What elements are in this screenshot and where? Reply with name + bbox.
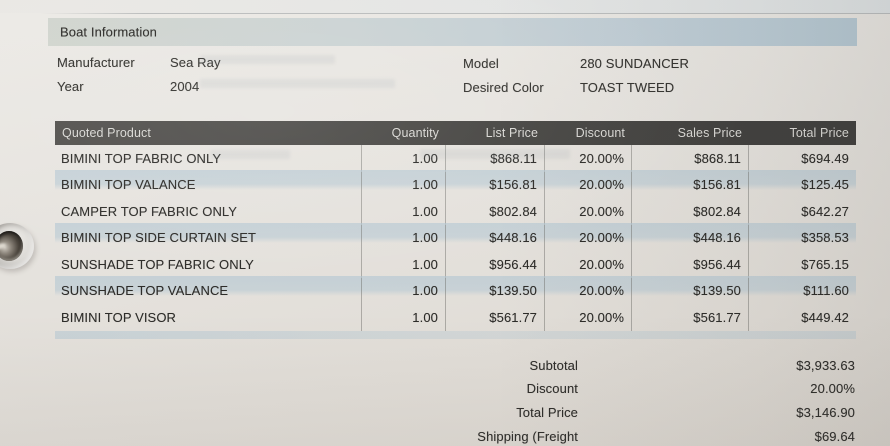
shipping-label: Shipping (Freight [477, 429, 578, 444]
cell-sales-price: $156.81 [632, 171, 749, 198]
cell-discount: 20.00% [545, 145, 632, 172]
section-title: Boat Information [60, 24, 157, 40]
cell-quantity: 1.00 [362, 251, 446, 278]
cell-list-price: $802.84 [446, 198, 545, 225]
header-discount: Discount [575, 126, 625, 140]
summary-row-discount: Discount 20.00% [0, 381, 890, 398]
cell-list-price: $156.81 [446, 171, 545, 198]
discount-value: 20.00% [810, 381, 855, 396]
cell-total-price: $642.27 [801, 203, 849, 219]
cell-list-price: $956.44 [446, 251, 545, 278]
total-price-label: Total Price [516, 405, 578, 420]
table-row: CAMPER TOP FABRIC ONLY 1.00 $802.84 20.0… [55, 198, 856, 225]
cell-sales-price: $868.11 [632, 145, 749, 172]
binding-grommet [0, 223, 34, 269]
header-total-price: Total Price [789, 126, 849, 140]
cell-sales-price: $561.77 [632, 304, 749, 331]
cell-sales-price: $956.44 [632, 251, 749, 278]
cell-sales-price: $802.84 [632, 198, 749, 225]
table-row: BIMINI TOP FABRIC ONLY 1.00 $868.11 20.0… [55, 145, 856, 172]
table-row: SUNSHADE TOP VALANCE 1.00 $139.50 20.00%… [55, 275, 856, 304]
summary-row-shipping: Shipping (Freight $69.64 [0, 429, 890, 446]
cell-list-price: $561.77 [446, 304, 545, 331]
header-quantity: Quantity [391, 126, 439, 140]
cell-discount: 20.00% [545, 224, 632, 251]
desired-color-label: Desired Color [463, 80, 544, 95]
total-price-value: $3,146.90 [796, 405, 855, 420]
quoted-products-table: Quoted Product Quantity List Price Disco… [55, 121, 856, 339]
cell-list-price: $139.50 [446, 277, 545, 304]
year-label: Year [57, 79, 84, 94]
cell-total-price: $358.53 [801, 230, 849, 246]
cell-quantity: 1.00 [362, 171, 446, 198]
subtotal-label: Subtotal [529, 358, 578, 373]
header-quoted-product: Quoted Product [62, 126, 151, 140]
cell-discount: 20.00% [545, 171, 632, 198]
cell-sales-price: $139.50 [632, 277, 749, 304]
cell-sales-price: $448.16 [632, 224, 749, 251]
cell-quantity: 1.00 [362, 277, 446, 304]
photo-surface-edge [0, 0, 890, 13]
model-label: Model [463, 56, 499, 71]
ink-bleed-artifact [210, 150, 290, 159]
cell-quantity: 1.00 [362, 224, 446, 251]
cell-total-price: $694.49 [801, 150, 849, 166]
ink-bleed-artifact [200, 79, 395, 88]
cell-list-price: $868.11 [446, 145, 545, 172]
table-row: BIMINI TOP SIDE CURTAIN SET 1.00 $448.16… [55, 222, 856, 251]
summary-row-total-price: Total Price $3,146.90 [0, 405, 890, 422]
header-sales-price: Sales Price [677, 126, 742, 140]
cell-product: SUNSHADE TOP FABRIC ONLY [55, 251, 362, 278]
cell-product: CAMPER TOP FABRIC ONLY [55, 198, 362, 225]
model-value: 280 SUNDANCER [580, 56, 689, 71]
cell-product: BIMINI TOP FABRIC ONLY [55, 145, 362, 172]
cell-product: BIMINI TOP VALANCE [55, 171, 362, 198]
table-row: BIMINI TOP VALANCE 1.00 $156.81 20.00% $… [55, 169, 856, 198]
grommet-hole [0, 231, 23, 261]
cell-discount: 20.00% [545, 198, 632, 225]
cell-quantity: 1.00 [362, 304, 446, 331]
summary-row-subtotal: Subtotal $3,933.63 [0, 358, 890, 375]
manufacturer-value: Sea Ray [170, 55, 221, 70]
page-edge-line [40, 13, 890, 14]
table-row: BIMINI TOP VISOR 1.00 $561.77 20.00% $56… [55, 304, 856, 331]
discount-label: Discount [526, 381, 578, 396]
subtotal-value: $3,933.63 [796, 358, 855, 373]
table-row: SUNSHADE TOP FABRIC ONLY 1.00 $956.44 20… [55, 251, 856, 278]
cell-total-price: $449.42 [801, 309, 849, 325]
cell-quantity: 1.00 [362, 198, 446, 225]
cell-product: SUNSHADE TOP VALANCE [55, 277, 362, 304]
manufacturer-label: Manufacturer [57, 55, 135, 70]
cell-total-price: $111.60 [803, 283, 849, 299]
table-header-row: Quoted Product Quantity List Price Disco… [55, 121, 856, 145]
boat-information-section-header: Boat Information [48, 18, 857, 46]
cell-product: BIMINI TOP VISOR [55, 304, 362, 331]
cell-list-price: $448.16 [446, 224, 545, 251]
cell-discount: 20.00% [545, 251, 632, 278]
ink-bleed-artifact [200, 55, 335, 64]
header-list-price: List Price [485, 126, 538, 140]
ink-bleed-artifact [420, 149, 570, 159]
cell-quantity: 1.00 [362, 145, 446, 172]
cell-discount: 20.00% [545, 277, 632, 304]
cell-total-price: $125.45 [801, 177, 849, 193]
desired-color-value: TOAST TWEED [580, 80, 675, 95]
cell-discount: 20.00% [545, 304, 632, 331]
shipping-value: $69.64 [814, 429, 855, 444]
table-bottom-stripe [55, 330, 856, 339]
cell-total-price: $765.15 [801, 256, 849, 272]
cell-product: BIMINI TOP SIDE CURTAIN SET [55, 224, 362, 251]
year-value: 2004 [170, 79, 200, 94]
